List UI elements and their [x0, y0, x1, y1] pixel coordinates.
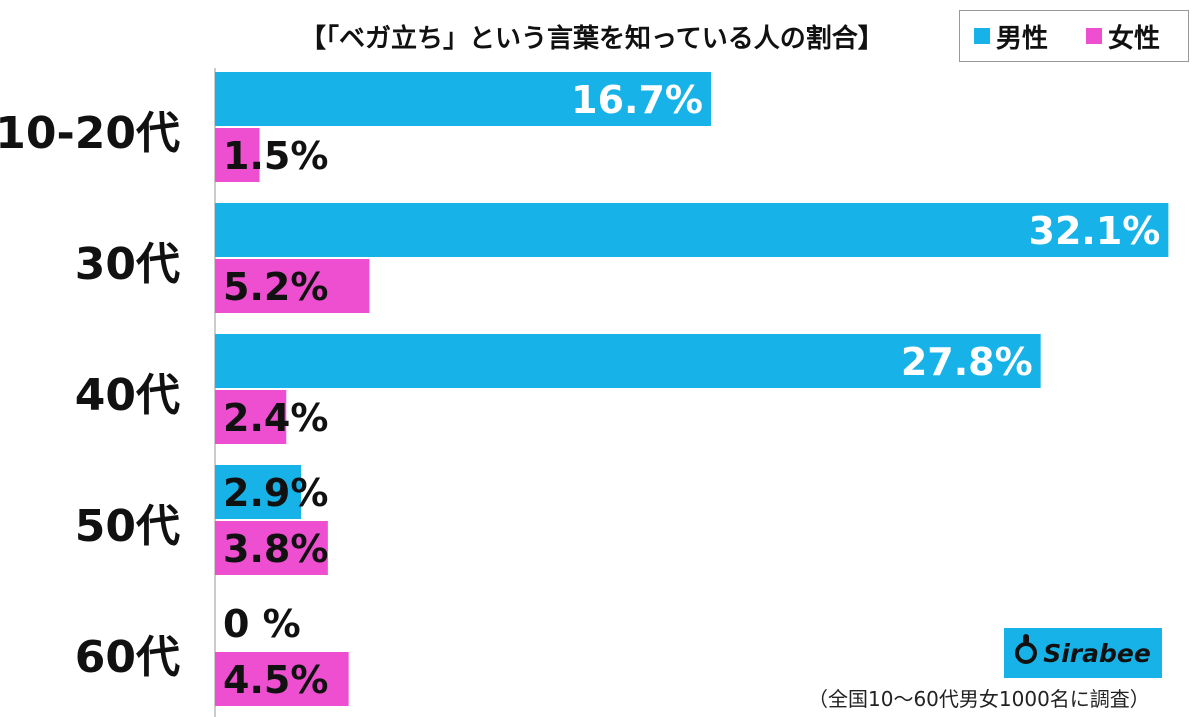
legend-item-male: 男性: [974, 11, 1048, 61]
bar-male: [215, 72, 711, 126]
bar-male: [215, 334, 1041, 388]
category-label: 30代: [75, 239, 180, 290]
category-label: 50代: [75, 501, 180, 552]
bar-female: [215, 259, 370, 313]
legend: 男性 女性: [959, 10, 1189, 62]
bar-female: [215, 390, 287, 444]
data-label-male: 32.1%: [1029, 209, 1161, 253]
bar-male: [215, 203, 1169, 257]
sirabee-logo: Sirabee: [1004, 628, 1162, 678]
bar-female: [215, 652, 349, 706]
data-label-female: 3.8%: [223, 527, 328, 571]
data-label-male: 16.7%: [571, 78, 703, 122]
category-label: 10-20代: [0, 108, 180, 159]
legend-item-female: 女性: [1086, 11, 1160, 61]
chart-title: 【「ベガ立ち」という言葉を知っている人の割合】: [300, 24, 884, 54]
category-label: 60代: [75, 632, 180, 683]
logo-text: Sirabee: [1043, 638, 1151, 668]
category-label: 40代: [75, 370, 180, 421]
data-label-female: 5.2%: [223, 265, 328, 309]
data-label-male: 27.8%: [901, 340, 1033, 384]
legend-label-female: 女性: [1108, 23, 1161, 54]
legend-swatch-male: [974, 28, 990, 44]
bar-female: [215, 521, 328, 575]
bar-male: [215, 465, 302, 519]
data-label-female: 4.5%: [223, 658, 328, 702]
logo-mark-icon: [1015, 634, 1038, 664]
data-label-male: 2.9%: [223, 471, 328, 515]
survey-footnote: （全国10〜60代男女1000名に調査）: [808, 687, 1150, 711]
data-label-female: 1.5%: [223, 134, 328, 178]
legend-label-male: 男性: [996, 23, 1049, 54]
legend-swatch-female: [1086, 28, 1102, 44]
data-label-female: 2.4%: [223, 396, 328, 440]
bar-female: [215, 128, 260, 182]
data-label-male: 0 %: [223, 602, 301, 646]
